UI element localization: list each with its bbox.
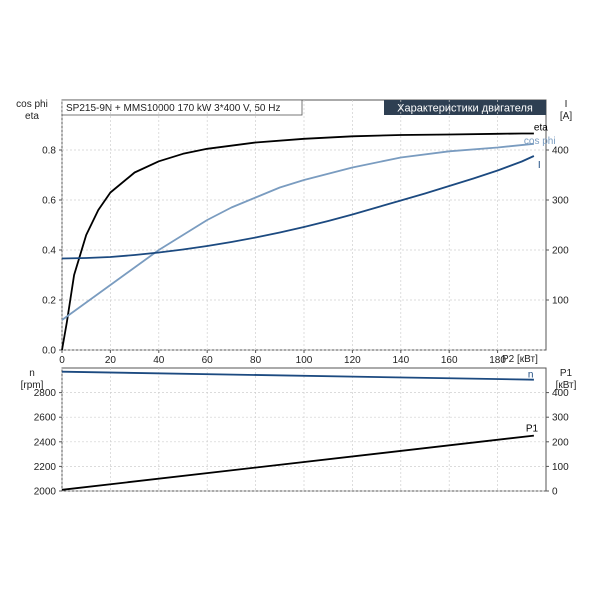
- bottom-ytick-right-label: 0: [552, 487, 558, 498]
- bottom-ylabel-left-2: [rpm]: [21, 380, 44, 391]
- top-xtick-label: 0: [59, 355, 65, 366]
- bottom-ytick-right-label: 400: [552, 388, 569, 399]
- top-ytick-right-label: 400: [552, 146, 569, 157]
- header-left-box: [61, 99, 303, 116]
- series-line-I: [61, 155, 535, 260]
- top-xtick-label: 100: [296, 355, 313, 366]
- bottom-ytick-right-label: 300: [552, 413, 569, 424]
- bottom-ytick-left-label: 2200: [34, 462, 57, 473]
- top-xtick-label: 140: [392, 355, 409, 366]
- bottom-ytick-left-label: 2400: [34, 437, 57, 448]
- top-xtick-label: 60: [202, 355, 214, 366]
- top-xtick-label: 120: [344, 355, 361, 366]
- series-line-n: [61, 370, 534, 381]
- bottom-ylabel-right-1: P1: [560, 368, 573, 379]
- series-label-P1: P1: [526, 424, 539, 435]
- top-ytick-left-label: 0.4: [42, 246, 56, 257]
- header-right-text: Характеристики двигателя: [397, 103, 533, 115]
- top-xtick-label: 180: [489, 355, 506, 366]
- top-ylabel-left-2: eta: [25, 111, 39, 122]
- bottom-ytick-right-label: 200: [552, 437, 569, 448]
- top-ytick-right-label: 300: [552, 196, 569, 207]
- series-label-eta: eta: [534, 123, 548, 134]
- top-ytick-left-label: 0.2: [42, 296, 56, 307]
- series-label-n: n: [528, 370, 534, 381]
- top-ylabel-right-1: I: [565, 99, 568, 110]
- bottom-ytick-right-label: 100: [552, 462, 569, 473]
- top-ytick-left-label: 0.8: [42, 146, 56, 157]
- top-ylabel-right-2: [A]: [560, 111, 572, 122]
- top-ytick-left-label: 0.0: [42, 346, 56, 357]
- top-xtick-label: 80: [250, 355, 262, 366]
- header-right-box: [384, 100, 546, 115]
- bottom-ytick-left-label: 2000: [34, 487, 57, 498]
- top-ytick-left-label: 0.6: [42, 196, 56, 207]
- series-line-P1: [61, 434, 535, 491]
- top-xtick-label: 20: [105, 355, 117, 366]
- bottom-ytick-left-label: 2600: [34, 413, 57, 424]
- header-left-text: SP215-9N + MMS10000 170 kW 3*400 V, 50 H…: [66, 103, 280, 114]
- series-label-cos-phi: cos phi: [524, 136, 556, 147]
- series-line-cos-phi: [61, 142, 534, 321]
- top-xtick-label: 160: [441, 355, 458, 366]
- bottom-ylabel-right-2: [кВт]: [556, 380, 577, 391]
- series-label-I: I: [538, 160, 541, 171]
- bottom-ytick-left-label: 2800: [34, 388, 57, 399]
- top-xlabel: P2 [кВт]: [502, 354, 538, 365]
- top-ytick-right-label: 100: [552, 296, 569, 307]
- top-ytick-right-label: 200: [552, 246, 569, 257]
- series-line-eta: [61, 132, 534, 351]
- bottom-ylabel-left-1: n: [29, 368, 35, 379]
- top-xtick-label: 40: [153, 355, 165, 366]
- top-ylabel-left-1: cos phi: [16, 99, 48, 110]
